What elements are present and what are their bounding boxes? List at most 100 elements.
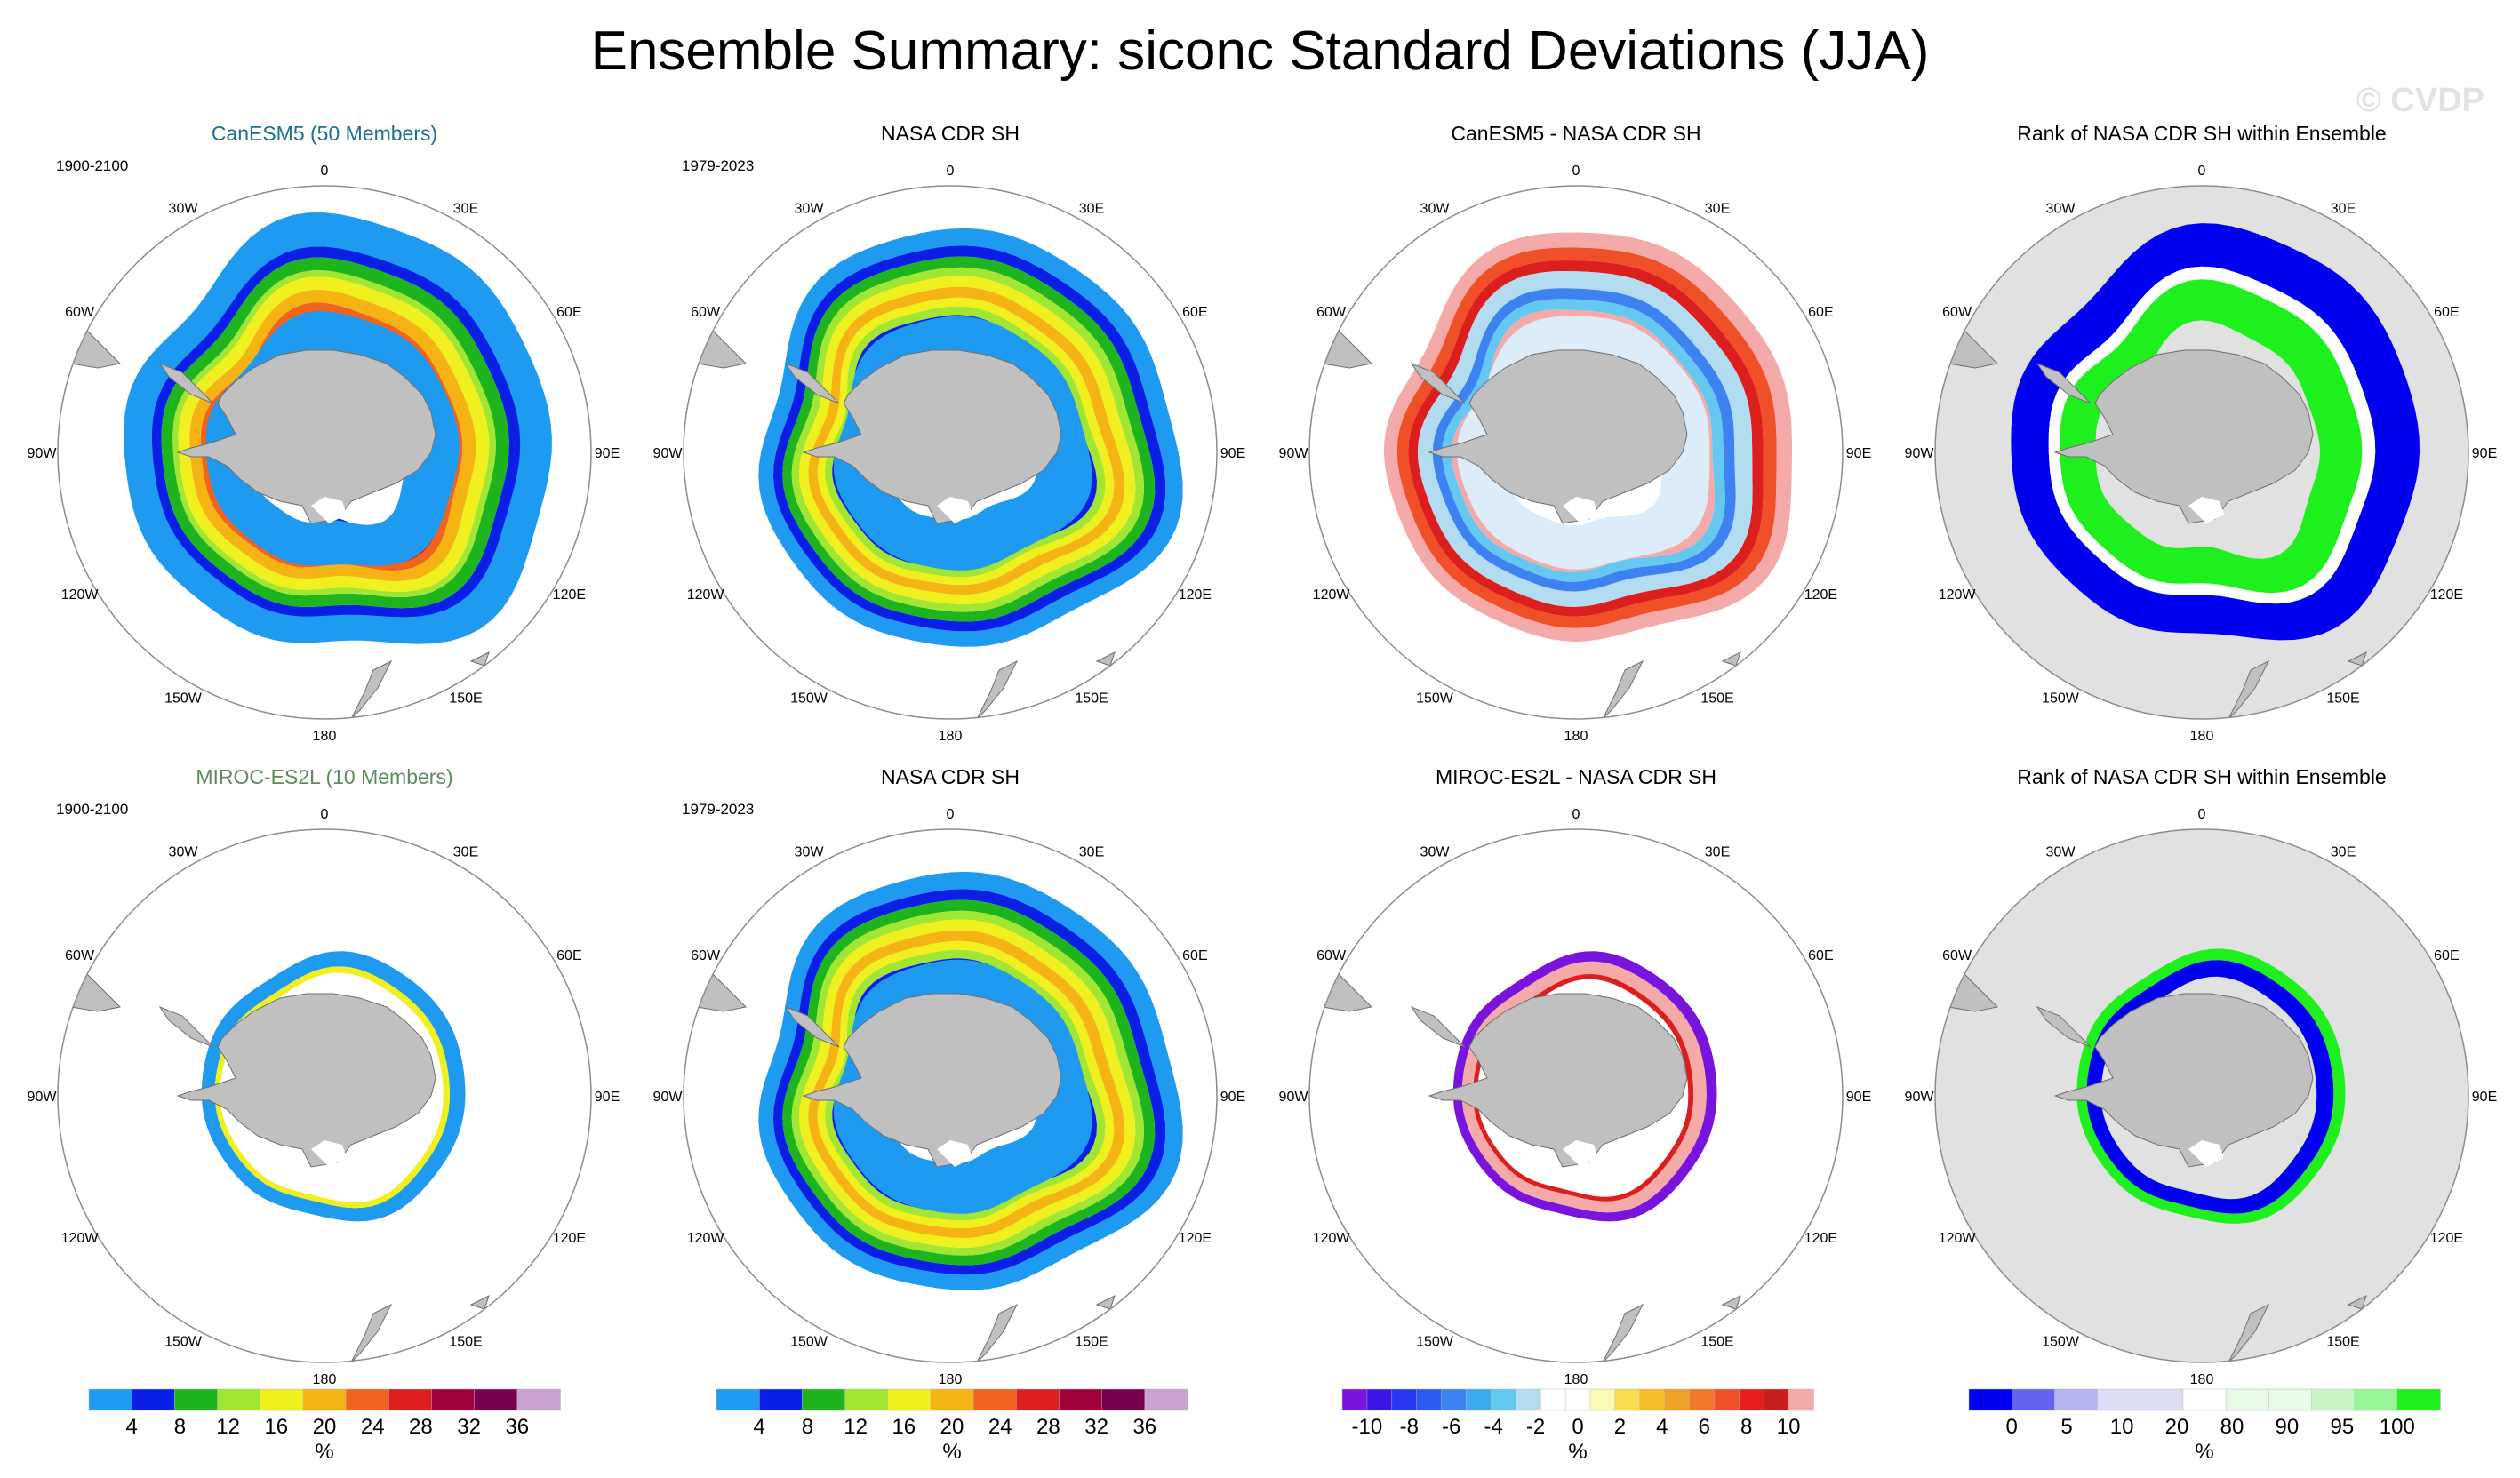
antarctic-peninsula [1410, 362, 1466, 404]
colorbar-swatch [474, 1388, 518, 1411]
longitude-label: 150W [790, 691, 828, 706]
new-zealand [2228, 1303, 2270, 1362]
map-panel-std_obs: 0 30E 60E 90E 120E 150E 180 150W 120W 90W 60W 30W [653, 164, 1246, 744]
longitude-label: 90E [2472, 1090, 2497, 1105]
antarctic-peninsula [784, 362, 840, 404]
colorbar-unit: % [1568, 1440, 1587, 1464]
ice-shelf [311, 497, 347, 523]
colorbar-tick-label: 16 [264, 1415, 288, 1439]
antarctica-land [2053, 349, 2314, 524]
longitude-label: 120E [1804, 587, 1837, 603]
longitude-label: 120E [2430, 587, 2463, 603]
longitude-label: 120E [2430, 1231, 2463, 1246]
longitude-label: 150W [790, 1334, 828, 1349]
colorbar-swatch [1788, 1388, 1814, 1411]
colorbar-tick-label: 28 [409, 1415, 433, 1439]
longitude-label: 30W [795, 202, 825, 217]
colorbar-swatch [1639, 1388, 1666, 1411]
colorbar-swatch [1540, 1388, 1566, 1411]
longitude-label: 60E [1808, 305, 1833, 320]
longitude-label: 60E [1182, 305, 1207, 320]
longitude-label: 0 [321, 807, 329, 822]
period-label: 1900-2100 [56, 157, 129, 174]
panel-title: CanESM5 (50 Members) [211, 122, 438, 145]
map-panel-rank_wide: 0 30E 60E 90E 120E 150E 180 150W 120W 90W 60W 30W [1905, 164, 2498, 744]
ice-shelf [1563, 1140, 1598, 1167]
longitude-label: 180 [2190, 1372, 2214, 1387]
longitude-label: 30W [2046, 845, 2076, 860]
colorbar-swatch [1341, 1388, 1368, 1411]
colorbar-swatch [1763, 1388, 1789, 1411]
rank-colorbar: 0 5 10 20 80 90 95 100% [1968, 1388, 2441, 1464]
longitude-label: 60W [1316, 948, 1347, 963]
longitude-label: 150E [1075, 1334, 1108, 1349]
longitude-label: 90W [1279, 1090, 1309, 1105]
longitude-label: 150E [2326, 1334, 2359, 1349]
colorbar-tick-label: 12 [844, 1415, 868, 1439]
longitude-label: 0 [321, 164, 329, 179]
ice-shelf [937, 1140, 972, 1167]
map-boundary [1308, 185, 1844, 720]
map-panel-std_obs: 0 30E 60E 90E 120E 150E 180 150W 120W 90W 60W 30W [653, 807, 1246, 1387]
antarctica-land [1428, 993, 1688, 1168]
antarctic-peninsula [2036, 1005, 2092, 1048]
colorbar-tick-label: 36 [505, 1415, 529, 1439]
longitude-label: 90W [28, 446, 58, 461]
colorbar-tick-label: 20 [313, 1415, 337, 1439]
colorbar-swatch [345, 1388, 390, 1411]
longitude-label: 60W [691, 305, 721, 320]
colorbar-swatch [1714, 1388, 1740, 1411]
longitude-label: 0 [2198, 807, 2206, 822]
longitude-label: 150E [449, 1334, 482, 1349]
longitude-label: 30E [453, 202, 478, 217]
longitude-label: 60E [556, 948, 581, 963]
colorbar-tick-label: 4 [754, 1415, 765, 1439]
colorbar-swatch [2140, 1388, 2184, 1411]
panel-title: MIROC-ES2L (10 Members) [196, 765, 453, 788]
map-boundary [57, 185, 592, 720]
colorbar-tick-label: 36 [1132, 1415, 1156, 1439]
longitude-label: 30E [1079, 845, 1104, 860]
longitude-label: 120W [1939, 1231, 1977, 1246]
colorbar-swatch [2225, 1388, 2270, 1411]
longitude-label: 0 [1572, 807, 1580, 822]
longitude-label: 30W [1420, 202, 1451, 217]
longitude-label: 60W [1316, 305, 1347, 320]
colorbar-swatch [388, 1388, 433, 1411]
colorbar-unit: % [315, 1440, 333, 1464]
longitude-label: 60W [65, 948, 95, 963]
longitude-label: 150W [1416, 1334, 1454, 1349]
sea-ice-band [178, 276, 490, 592]
panel-title: MIROC-ES2L - NASA CDR SH [1435, 765, 1717, 788]
longitude-label: 180 [939, 1372, 963, 1387]
panel-title: Rank of NASA CDR SH within Ensemble [2017, 122, 2387, 145]
colorbar-swatch [1441, 1388, 1468, 1411]
colorbar-swatch [516, 1388, 561, 1411]
antarctic-peninsula [1410, 1005, 1466, 1048]
longitude-label: 120W [687, 1231, 725, 1246]
period-label: 1900-2100 [56, 801, 129, 818]
colorbar-tick-label: 4 [126, 1415, 138, 1439]
longitude-label: 150W [164, 691, 203, 706]
std-colorbar-2: 4 8 12 16 20 24 28 32 36% [716, 1388, 1188, 1464]
colorbar-swatch [1059, 1388, 1103, 1411]
tasmania [1095, 651, 1116, 667]
panel-title: NASA CDR SH [881, 765, 1020, 788]
longitude-label: 90E [1846, 1090, 1871, 1105]
colorbar-tick-label: 8 [802, 1415, 813, 1439]
colorbar-swatch [716, 1388, 760, 1411]
colorbar-swatch [88, 1388, 132, 1411]
colorbar-tick-label: 24 [361, 1415, 385, 1439]
longitude-label: 30W [795, 845, 825, 860]
colorbar-swatch [2011, 1388, 2056, 1411]
panel-title: NASA CDR SH [881, 122, 1020, 145]
tasmania [2347, 651, 2367, 667]
map-panel-diff_narrow: 0 30E 60E 90E 120E 150E 180 150W 120W 90W 60W 30W [1279, 807, 1872, 1387]
longitude-label: 150E [1700, 691, 1733, 706]
tasmania [469, 651, 490, 667]
antarctica-land [1428, 349, 1688, 524]
colorbar-tick-label: 32 [1084, 1415, 1108, 1439]
longitude-label: 30W [1420, 845, 1451, 860]
sea-ice-band [1451, 309, 1716, 572]
colorbar-swatch [174, 1388, 219, 1411]
